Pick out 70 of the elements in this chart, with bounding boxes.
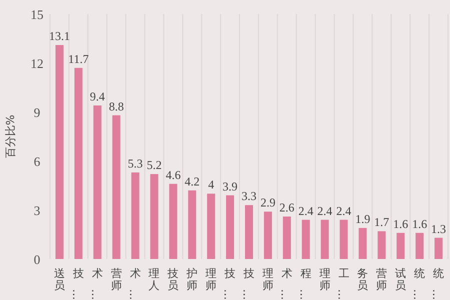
data-label: 5.3 [128, 156, 143, 170]
x-tick-label: 理师 [262, 267, 274, 292]
bar [245, 205, 253, 259]
x-tick-label: 务员 [357, 267, 368, 292]
data-label: 1.9 [355, 212, 370, 226]
y-tick-label: 12 [30, 56, 44, 71]
x-tick-label: 护师 [186, 267, 198, 292]
x-tick-label: 术… [126, 267, 141, 300]
bar [112, 115, 120, 259]
x-tick-label: 工… [335, 267, 350, 300]
data-label: 11.7 [68, 52, 89, 66]
x-tick-label: 营师 [376, 267, 388, 292]
bar [264, 212, 272, 259]
bar [416, 232, 424, 259]
bar [320, 220, 329, 259]
data-label: 2.4 [317, 204, 332, 218]
y-axis-title: 百分比% [4, 114, 17, 158]
bar [169, 184, 178, 259]
x-tick-label: 技… [240, 267, 254, 300]
x-tick-label: 理师 [319, 267, 330, 292]
bar [358, 228, 367, 259]
x-tick-label: 理师 [206, 267, 217, 292]
data-label: 3.9 [222, 179, 238, 194]
data-label: 1.3 [431, 222, 446, 236]
data-label: 8.8 [108, 99, 124, 114]
data-label: 13.1 [48, 29, 70, 44]
y-tick-label: 6 [34, 154, 41, 169]
x-tick-label: 试员 [395, 267, 406, 292]
bar [207, 194, 216, 259]
data-label: 3.3 [242, 189, 256, 204]
bar [188, 190, 196, 259]
y-tick-label: 0 [34, 252, 40, 267]
x-tick-label: 程… [297, 267, 312, 300]
bar [378, 231, 386, 259]
bar [93, 105, 102, 259]
data-label: 4 [208, 178, 214, 192]
bar [396, 232, 405, 259]
bar [74, 68, 82, 259]
x-tick-label: 技… [222, 267, 236, 300]
bar [226, 195, 234, 259]
x-tick-label: 送员 [54, 267, 65, 292]
data-label: 2.4 [298, 204, 314, 218]
data-label: 1.6 [393, 216, 408, 231]
data-label: 1.6 [412, 216, 428, 231]
data-label: 2.4 [336, 204, 352, 218]
data-label: 9.4 [90, 89, 105, 104]
data-label: 5.2 [146, 158, 162, 172]
y-tick-label: 9 [34, 105, 40, 120]
bar [282, 216, 291, 259]
bar [434, 238, 443, 259]
x-tick-label: 技员 [166, 267, 179, 292]
x-tick-label: 术… [88, 267, 103, 300]
x-tick-label: 统… [430, 267, 444, 300]
bar [131, 172, 140, 259]
data-label: 2.6 [279, 200, 294, 215]
x-tick-label: 术… [278, 267, 292, 300]
x-tick-label: 技… [70, 267, 84, 300]
bar [55, 45, 64, 259]
y-tick-label: 3 [34, 203, 40, 218]
x-tick-label: 理人 [148, 267, 160, 292]
x-tick-label: 营师 [110, 267, 122, 292]
x-tick-label: 统… [411, 267, 426, 300]
bar [150, 174, 158, 259]
bar [302, 220, 310, 259]
y-tick-label: 15 [30, 7, 44, 22]
data-label: 4.2 [184, 174, 200, 188]
data-label: 4.6 [166, 168, 181, 182]
bar [340, 220, 348, 259]
data-label: 2.9 [260, 196, 276, 210]
data-label: 1.7 [374, 215, 390, 230]
